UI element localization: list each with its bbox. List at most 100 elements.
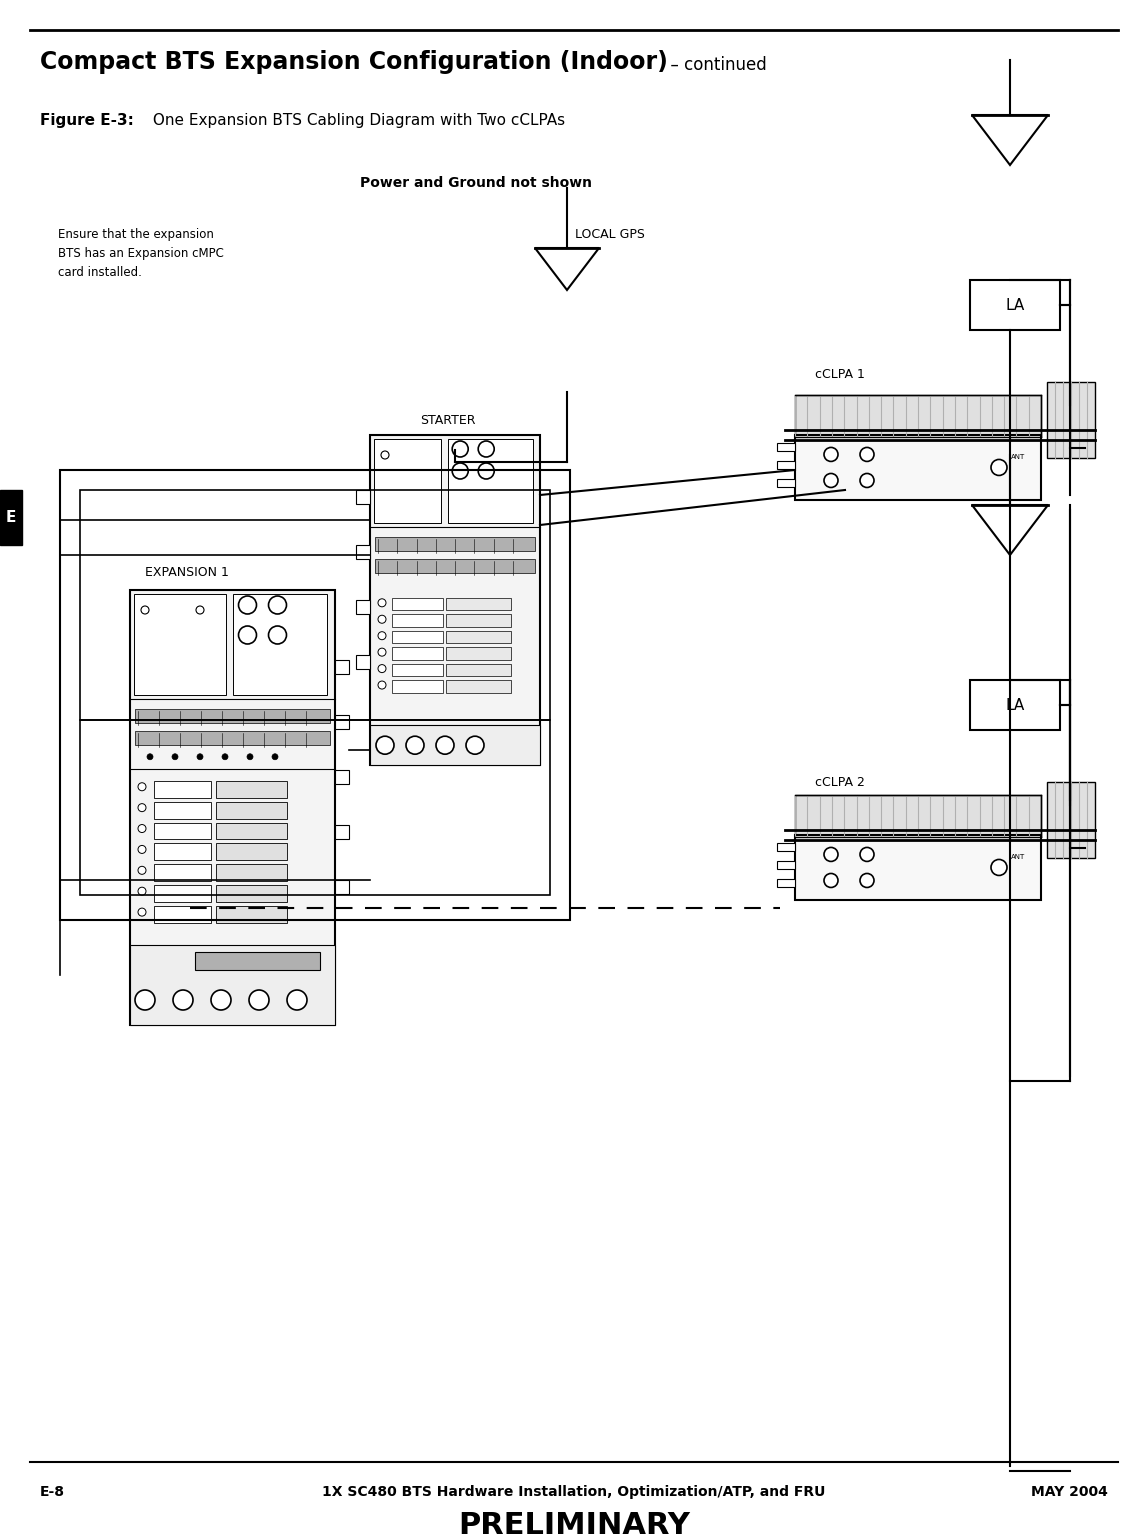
Bar xyxy=(796,796,1041,837)
Circle shape xyxy=(824,448,838,462)
Bar xyxy=(447,648,511,660)
Bar xyxy=(154,780,211,797)
Circle shape xyxy=(991,859,1007,876)
Circle shape xyxy=(860,448,874,462)
Circle shape xyxy=(138,908,146,916)
Circle shape xyxy=(378,648,386,656)
Circle shape xyxy=(135,990,155,1010)
Bar xyxy=(130,945,335,1025)
Text: LA: LA xyxy=(1006,297,1025,312)
Circle shape xyxy=(378,631,386,640)
Text: Ensure that the expansion
BTS has an Expansion cMPC
card installed.: Ensure that the expansion BTS has an Exp… xyxy=(59,228,224,279)
Text: EXPANSION 1: EXPANSION 1 xyxy=(145,566,228,580)
Bar xyxy=(796,436,1041,500)
Text: MAY 2004: MAY 2004 xyxy=(1031,1485,1108,1499)
Circle shape xyxy=(287,990,307,1010)
Bar xyxy=(970,280,1060,329)
Circle shape xyxy=(173,990,193,1010)
Circle shape xyxy=(247,754,253,760)
Bar xyxy=(134,594,226,694)
Bar xyxy=(335,660,349,674)
Text: – continued: – continued xyxy=(660,55,767,74)
Bar xyxy=(370,436,540,765)
Circle shape xyxy=(378,599,386,606)
Bar xyxy=(216,865,287,882)
Bar xyxy=(391,680,443,693)
Circle shape xyxy=(222,754,228,760)
Text: Figure E-3:: Figure E-3: xyxy=(40,112,134,128)
Text: STARTER: STARTER xyxy=(420,414,475,426)
Bar xyxy=(216,885,287,902)
Bar xyxy=(216,906,287,923)
Bar xyxy=(1047,382,1095,459)
Bar xyxy=(154,822,211,839)
Bar xyxy=(135,731,329,745)
Circle shape xyxy=(466,736,484,754)
Bar xyxy=(777,860,796,868)
Bar xyxy=(195,953,320,970)
Circle shape xyxy=(211,990,231,1010)
Text: E: E xyxy=(6,509,16,525)
Bar xyxy=(335,770,349,783)
Circle shape xyxy=(860,874,874,888)
Circle shape xyxy=(239,626,256,643)
Circle shape xyxy=(479,442,494,457)
Bar xyxy=(80,720,550,896)
Text: One Expansion BTS Cabling Diagram with Two cCLPAs: One Expansion BTS Cabling Diagram with T… xyxy=(148,112,565,128)
Bar xyxy=(447,680,511,693)
Text: 1X SC480 BTS Hardware Installation, Optimization/ATP, and FRU: 1X SC480 BTS Hardware Installation, Opti… xyxy=(323,1485,825,1499)
Bar xyxy=(233,594,327,694)
Circle shape xyxy=(138,825,146,833)
Bar xyxy=(370,725,540,765)
Bar xyxy=(391,614,443,626)
Bar xyxy=(216,802,287,819)
Bar xyxy=(154,906,211,923)
Circle shape xyxy=(272,754,278,760)
Circle shape xyxy=(452,463,468,479)
Text: PRELIMINARY: PRELIMINARY xyxy=(458,1510,690,1539)
Bar xyxy=(777,879,796,886)
Text: Power and Ground not shown: Power and Ground not shown xyxy=(360,175,592,189)
Circle shape xyxy=(138,783,146,791)
Bar xyxy=(777,460,796,469)
Text: cCLPA 1: cCLPA 1 xyxy=(815,368,864,382)
Bar xyxy=(356,656,370,669)
Bar xyxy=(391,631,443,643)
Bar xyxy=(777,842,796,851)
Text: ANT: ANT xyxy=(1011,454,1025,460)
Bar xyxy=(216,822,287,839)
Bar xyxy=(356,489,370,503)
Bar xyxy=(356,545,370,559)
Bar xyxy=(375,537,535,551)
Bar xyxy=(154,885,211,902)
Text: LOCAL GPS: LOCAL GPS xyxy=(575,228,645,242)
Circle shape xyxy=(860,474,874,488)
Bar xyxy=(335,880,349,894)
Circle shape xyxy=(239,596,256,614)
Circle shape xyxy=(196,606,204,614)
Text: ANT: ANT xyxy=(1011,854,1025,860)
Bar xyxy=(796,834,1041,900)
Circle shape xyxy=(141,606,149,614)
Bar xyxy=(356,600,370,614)
Bar xyxy=(154,843,211,860)
Bar xyxy=(154,865,211,882)
Circle shape xyxy=(824,474,838,488)
Circle shape xyxy=(824,848,838,862)
Bar xyxy=(970,680,1060,729)
Bar xyxy=(777,479,796,486)
Bar xyxy=(374,439,441,523)
Circle shape xyxy=(452,442,468,457)
Bar xyxy=(335,716,349,729)
Bar xyxy=(60,469,571,920)
Circle shape xyxy=(138,886,146,896)
Text: Compact BTS Expansion Configuration (Indoor): Compact BTS Expansion Configuration (Ind… xyxy=(40,49,668,74)
Circle shape xyxy=(172,754,178,760)
Circle shape xyxy=(249,990,269,1010)
Circle shape xyxy=(138,845,146,854)
Bar xyxy=(447,631,511,643)
Circle shape xyxy=(147,754,153,760)
Bar xyxy=(80,489,550,720)
Circle shape xyxy=(860,848,874,862)
Bar xyxy=(448,439,533,523)
